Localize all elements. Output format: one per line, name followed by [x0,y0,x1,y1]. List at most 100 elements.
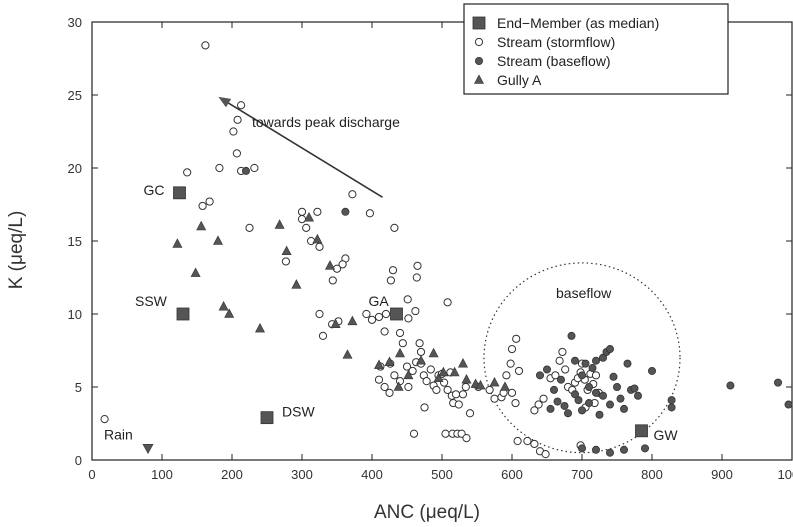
legend-marker [474,37,484,47]
legend: End−Member (as median) Stream (stormflow)… [463,3,729,95]
baseflow-point [606,448,615,457]
x-tick-label: 200 [221,467,243,482]
baseflow-point [578,444,587,453]
baseflow-point [599,353,608,362]
stormflow-point [395,328,405,338]
baseflow-point [630,384,639,393]
y-axis-title: K (μeq/L) [6,211,27,290]
baseflow-point [609,372,618,381]
stormflow-point [297,215,307,224]
stormflow-point [451,390,461,399]
stormflow-point [183,168,192,177]
legend-label: Stream (baseflow) [497,53,611,69]
x-tick-label: 400 [361,467,383,482]
stormflow-point [539,394,548,403]
x-tick-label: 900 [711,467,733,482]
baseflow-point [592,445,601,454]
baseflow-point [550,385,559,394]
stormflow-point [462,434,471,443]
gully-a-point [428,347,439,358]
stormflow-point [380,382,389,392]
baseflow-point [592,356,601,365]
stormflow-point [512,334,521,343]
baseflow-point [620,404,629,413]
baseflow-point [667,403,676,412]
gully-a-point [291,279,302,289]
gully-a-point [330,318,341,329]
stormflow-point [507,388,517,397]
stormflow-point [555,356,564,365]
baseflow-point [595,410,604,419]
end-member-label-gc: GC [144,182,165,198]
gully-a-point [395,347,405,358]
stormflow-point [402,362,412,371]
stormflow-point [507,344,517,354]
end-member-label-ga: GA [369,293,390,309]
stormflow-point [381,309,391,319]
gully-a-point [172,238,183,248]
y-tick-label: 20 [68,161,82,176]
stormflow-point [530,406,539,415]
stormflow-point [454,400,463,409]
stormflow-point [237,101,246,110]
x-tick-label: 600 [501,467,523,482]
stormflow-point [506,359,515,368]
baseflow-point [536,371,545,380]
stormflow-point [541,450,550,459]
stormflow-point [205,197,214,206]
stormflow-point [511,398,520,408]
gully-a-point [500,381,510,391]
x-tick-label: 500 [431,467,453,482]
stormflow-point [411,306,420,316]
baseflow-point [571,390,580,399]
end-member-label-ssw: SSW [135,293,168,309]
stormflow-point [313,207,322,216]
stormflow-point [100,415,109,424]
baseflow-region [483,262,681,454]
gully-a-point [274,219,285,229]
baseflow-point [341,207,350,216]
stormflow-point [365,209,374,218]
baseflow-point [613,382,622,391]
stormflow-point [307,236,316,246]
baseflow-point [560,401,569,410]
gully-a-point [438,366,449,377]
baseflow-point [578,371,587,380]
gully-a-point [449,366,460,377]
stormflow-point [441,429,450,438]
gully-a-point [489,376,500,387]
stormflow-point [390,223,399,232]
legend-item-baseflow: Stream (baseflow) [474,53,611,69]
end-member-label-rain: Rain [104,426,133,442]
stormflow-point [388,266,398,275]
x-tick-label: 800 [641,467,663,482]
baseflow-point [581,359,590,368]
end-member-marker [635,424,648,438]
stormflow-point [490,394,499,403]
y-tick-label: 0 [75,453,82,468]
stormflow-point [398,339,407,348]
stormflow-point [422,377,431,386]
stormflow-point [385,388,394,397]
stormflow-point [409,429,419,438]
x-tick-label: 100 [151,467,173,482]
baseflow-point [553,397,562,406]
x-tick-label: 700 [571,467,593,482]
stormflow-point [302,223,311,232]
annotations: towards peak discharge baseflow [218,96,681,454]
stormflow-point [348,190,357,199]
gully-a-point [347,315,358,326]
stormflow-point [461,382,470,392]
y-tick-label: 10 [68,307,82,322]
end-member-marker [142,444,154,454]
y-tick-label: 15 [68,234,82,249]
legend-item-stormflow: Stream (stormflow) [474,34,615,50]
stormflow-point [443,298,452,307]
stormflow-point [315,242,324,251]
stormflow-point [328,276,337,285]
y-tick-label: 25 [68,88,82,103]
gully-a-point [312,233,323,244]
stormflow-point [232,149,241,158]
stormflow-point [530,439,539,449]
